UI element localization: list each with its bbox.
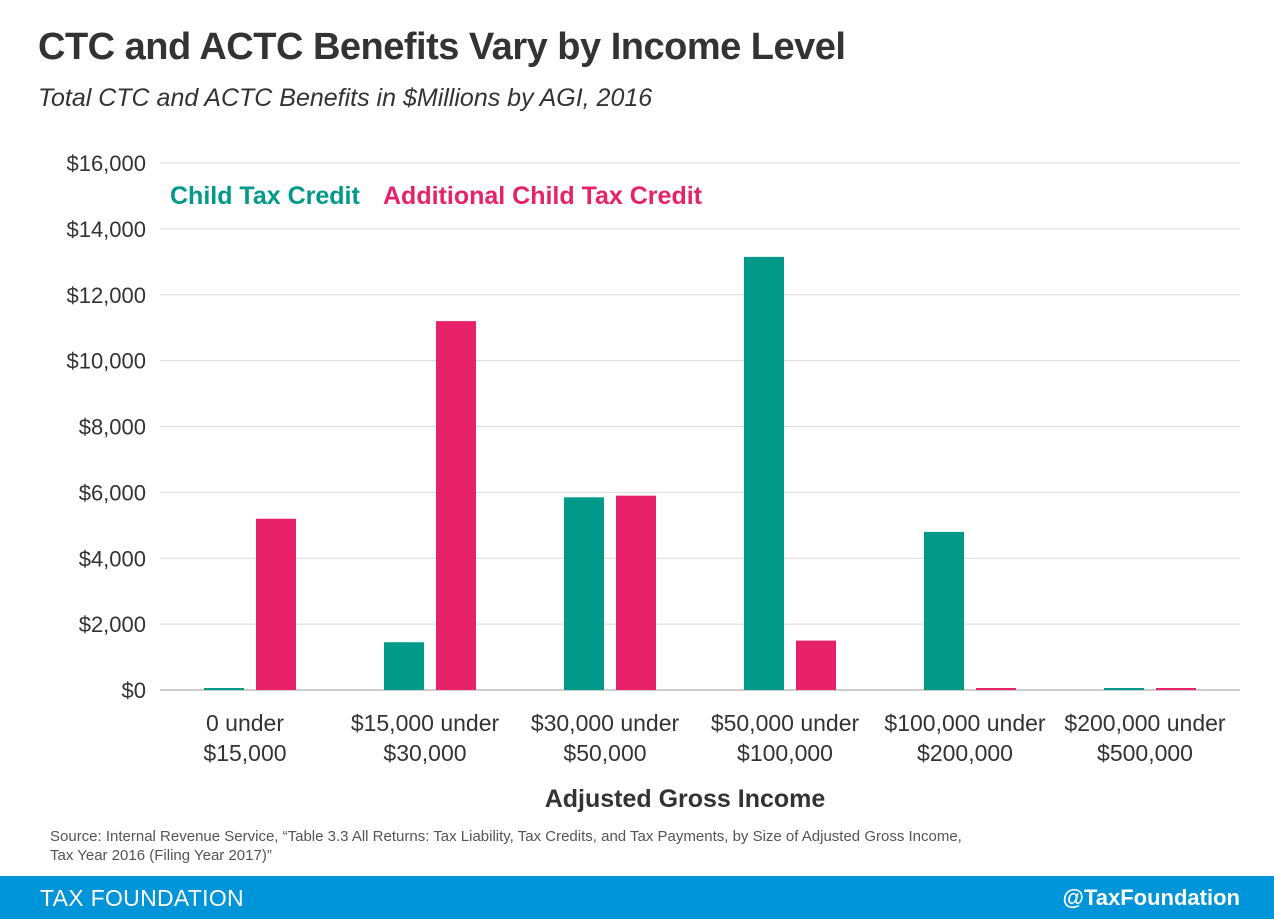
footer-bar: TAX FOUNDATION @TaxFoundation (0, 876, 1274, 919)
twitter-handle[interactable]: @TaxFoundation (1062, 885, 1240, 910)
y-axis-ticks: $0 $2,000 $4,000 $6,000 $8,000 $10,000 $12,000… (66, 151, 146, 703)
x-tick-label: $50,000 under (711, 710, 860, 736)
chart-subtitle: Total CTC and ACTC Benefits in $Millions… (38, 84, 653, 112)
y-tick-label: $16,000 (66, 151, 146, 176)
source-line-2: Tax Year 2016 (Filing Year 2017)” (50, 847, 272, 864)
legend: Child Tax Credit Additional Child Tax Cre… (170, 182, 703, 210)
bar (1156, 688, 1196, 690)
x-tick-label: $15,000 (203, 740, 286, 766)
y-tick-label: $6,000 (79, 480, 146, 505)
x-tick-label: $30,000 (383, 740, 466, 766)
brand-logo: TAX FOUNDATION (40, 885, 244, 911)
x-tick-label: $15,000 under (351, 710, 500, 736)
y-tick-label: $14,000 (66, 217, 146, 242)
y-tick-label: $0 (122, 678, 146, 703)
x-tick-label: $100,000 (737, 740, 833, 766)
bar (436, 321, 476, 690)
bar (204, 688, 244, 690)
x-axis-ticks: 0 under $15,000 $15,000 under $30,000 $30,00… (203, 710, 1225, 766)
y-tick-label: $4,000 (79, 546, 146, 571)
x-tick-label: $100,000 under (884, 710, 1045, 736)
bar (924, 531, 964, 690)
bar (256, 518, 296, 690)
y-tick-label: $12,000 (66, 283, 146, 308)
legend-additional-child-tax-credit: Additional Child Tax Credit (383, 182, 703, 210)
bars (204, 256, 1196, 690)
legend-child-tax-credit: Child Tax Credit (170, 182, 361, 210)
bar (796, 640, 836, 690)
gridlines (160, 162, 1240, 691)
bar-chart: $0 $2,000 $4,000 $6,000 $8,000 $10,000 $12,000… (66, 151, 1240, 813)
bar (1104, 688, 1144, 690)
bar (976, 688, 1016, 690)
bar (384, 642, 424, 690)
x-tick-label: $50,000 (563, 740, 646, 766)
x-tick-label: $30,000 under (531, 710, 680, 736)
x-tick-label: $200,000 under (1064, 710, 1225, 736)
y-tick-label: $2,000 (79, 612, 146, 637)
x-tick-label: 0 under (206, 710, 284, 736)
x-axis-label: Adjusted Gross Income (545, 785, 826, 813)
chart-title: CTC and ACTC Benefits Vary by Income Lev… (38, 26, 846, 68)
y-tick-label: $10,000 (66, 349, 146, 374)
source-line-1: Source: Internal Revenue Service, “Table… (50, 828, 962, 845)
bar (564, 497, 604, 690)
x-tick-label: $500,000 (1097, 740, 1193, 766)
y-tick-label: $8,000 (79, 415, 146, 440)
source-note: Source: Internal Revenue Service, “Table… (50, 827, 1200, 865)
bar (616, 495, 656, 690)
x-tick-label: $200,000 (917, 740, 1013, 766)
bar (744, 256, 784, 690)
